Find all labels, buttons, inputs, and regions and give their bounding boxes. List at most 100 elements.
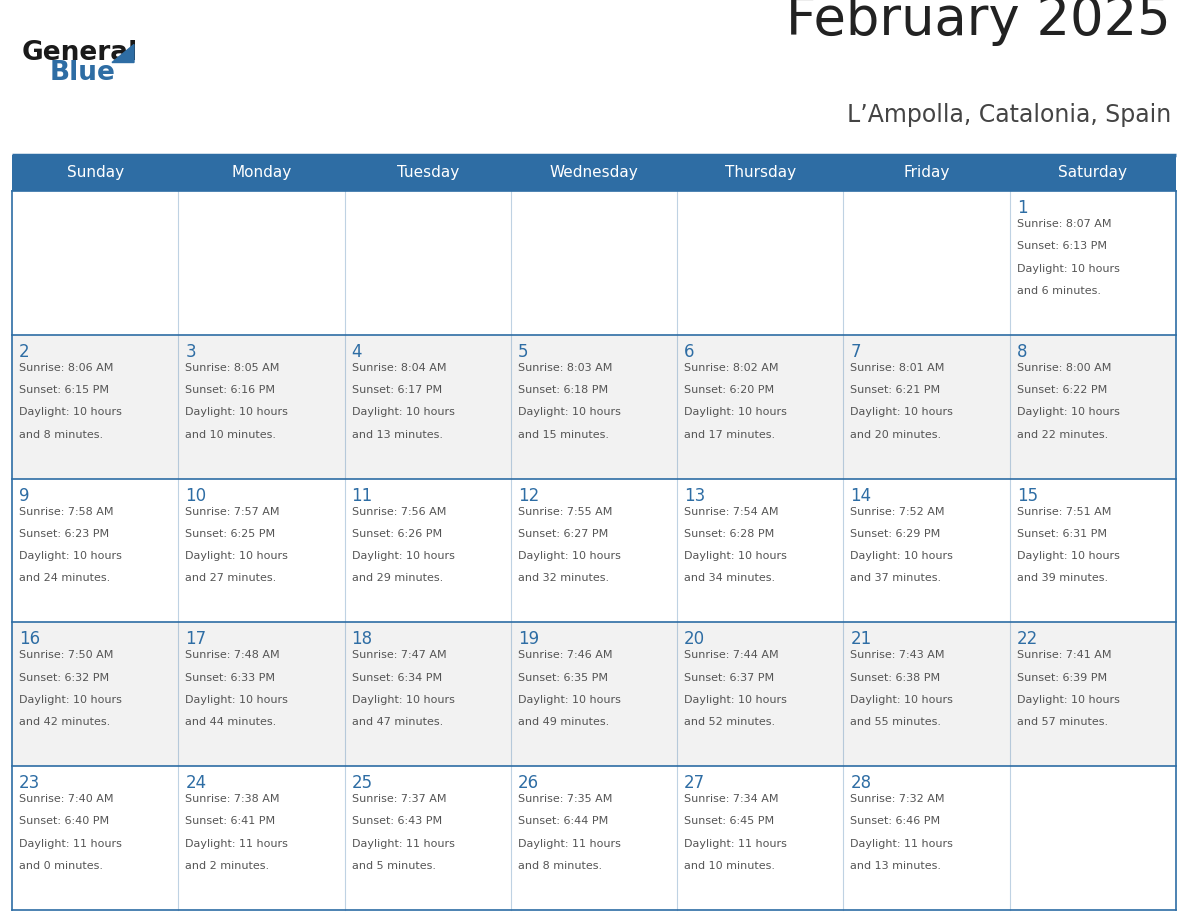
Text: Sunrise: 7:37 AM: Sunrise: 7:37 AM (352, 794, 446, 804)
Text: Sunrise: 7:34 AM: Sunrise: 7:34 AM (684, 794, 778, 804)
Text: Daylight: 10 hours: Daylight: 10 hours (518, 695, 621, 705)
Text: Sunset: 6:13 PM: Sunset: 6:13 PM (1017, 241, 1107, 252)
Text: Sunset: 6:17 PM: Sunset: 6:17 PM (352, 385, 442, 395)
Text: 18: 18 (352, 631, 373, 648)
Text: 8: 8 (1017, 342, 1028, 361)
Text: 24: 24 (185, 774, 207, 792)
Text: Sunrise: 8:04 AM: Sunrise: 8:04 AM (352, 363, 446, 373)
Text: Sunset: 6:44 PM: Sunset: 6:44 PM (518, 816, 608, 826)
Text: Daylight: 10 hours: Daylight: 10 hours (684, 695, 786, 705)
Text: Sunset: 6:15 PM: Sunset: 6:15 PM (19, 385, 109, 395)
Text: and 10 minutes.: and 10 minutes. (684, 861, 775, 871)
Bar (12, 622, 1176, 767)
Text: Sunset: 6:40 PM: Sunset: 6:40 PM (19, 816, 109, 826)
Text: 4: 4 (352, 342, 362, 361)
Text: Sunset: 6:20 PM: Sunset: 6:20 PM (684, 385, 775, 395)
Text: and 17 minutes.: and 17 minutes. (684, 430, 776, 440)
Text: and 57 minutes.: and 57 minutes. (1017, 717, 1108, 727)
Text: Sunrise: 7:38 AM: Sunrise: 7:38 AM (185, 794, 280, 804)
Text: Daylight: 11 hours: Daylight: 11 hours (518, 839, 621, 849)
Text: Sunrise: 8:06 AM: Sunrise: 8:06 AM (19, 363, 113, 373)
Text: Daylight: 10 hours: Daylight: 10 hours (851, 695, 953, 705)
Text: Sunset: 6:28 PM: Sunset: 6:28 PM (684, 529, 775, 539)
Text: and 49 minutes.: and 49 minutes. (518, 717, 609, 727)
Text: and 34 minutes.: and 34 minutes. (684, 574, 776, 584)
Bar (12, 191, 1176, 335)
Text: Wednesday: Wednesday (550, 165, 638, 181)
Text: Daylight: 11 hours: Daylight: 11 hours (851, 839, 953, 849)
Text: Sunrise: 7:54 AM: Sunrise: 7:54 AM (684, 507, 778, 517)
Text: and 37 minutes.: and 37 minutes. (851, 574, 942, 584)
Text: Sunset: 6:25 PM: Sunset: 6:25 PM (185, 529, 276, 539)
Text: and 29 minutes.: and 29 minutes. (352, 574, 443, 584)
Text: Daylight: 10 hours: Daylight: 10 hours (352, 551, 455, 561)
Text: and 44 minutes.: and 44 minutes. (185, 717, 277, 727)
Text: Sunset: 6:37 PM: Sunset: 6:37 PM (684, 673, 775, 683)
Text: Sunrise: 8:00 AM: Sunrise: 8:00 AM (1017, 363, 1111, 373)
Text: 27: 27 (684, 774, 706, 792)
Text: Daylight: 11 hours: Daylight: 11 hours (19, 839, 122, 849)
Bar (12, 155, 1176, 191)
Text: Sunrise: 7:43 AM: Sunrise: 7:43 AM (851, 650, 944, 660)
Text: Sunrise: 7:44 AM: Sunrise: 7:44 AM (684, 650, 779, 660)
Text: Daylight: 10 hours: Daylight: 10 hours (851, 408, 953, 418)
Text: 23: 23 (19, 774, 40, 792)
Text: 10: 10 (185, 487, 207, 505)
Text: Sunset: 6:31 PM: Sunset: 6:31 PM (1017, 529, 1107, 539)
Text: Sunset: 6:22 PM: Sunset: 6:22 PM (1017, 385, 1107, 395)
Text: and 42 minutes.: and 42 minutes. (19, 717, 110, 727)
Text: Sunset: 6:34 PM: Sunset: 6:34 PM (352, 673, 442, 683)
Text: 6: 6 (684, 342, 695, 361)
Text: Sunrise: 8:07 AM: Sunrise: 8:07 AM (1017, 219, 1111, 229)
Text: Sunrise: 7:50 AM: Sunrise: 7:50 AM (19, 650, 113, 660)
Text: Daylight: 10 hours: Daylight: 10 hours (352, 408, 455, 418)
Text: 2: 2 (19, 342, 30, 361)
Text: and 55 minutes.: and 55 minutes. (851, 717, 941, 727)
Text: Sunset: 6:43 PM: Sunset: 6:43 PM (352, 816, 442, 826)
Text: February 2025: February 2025 (786, 0, 1171, 47)
Text: Sunrise: 8:02 AM: Sunrise: 8:02 AM (684, 363, 778, 373)
Text: Daylight: 11 hours: Daylight: 11 hours (352, 839, 455, 849)
Text: Sunrise: 7:46 AM: Sunrise: 7:46 AM (518, 650, 612, 660)
Text: Daylight: 10 hours: Daylight: 10 hours (851, 551, 953, 561)
Text: Daylight: 10 hours: Daylight: 10 hours (185, 551, 289, 561)
Text: Sunrise: 7:40 AM: Sunrise: 7:40 AM (19, 794, 114, 804)
Text: Sunrise: 8:05 AM: Sunrise: 8:05 AM (185, 363, 279, 373)
Polygon shape (112, 44, 134, 62)
Text: Sunrise: 7:57 AM: Sunrise: 7:57 AM (185, 507, 280, 517)
Text: Sunrise: 7:35 AM: Sunrise: 7:35 AM (518, 794, 612, 804)
Text: and 6 minutes.: and 6 minutes. (1017, 285, 1101, 296)
Text: Daylight: 10 hours: Daylight: 10 hours (518, 408, 621, 418)
Text: Daylight: 10 hours: Daylight: 10 hours (1017, 263, 1119, 274)
Text: and 0 minutes.: and 0 minutes. (19, 861, 103, 871)
Text: Daylight: 10 hours: Daylight: 10 hours (518, 551, 621, 561)
Text: 22: 22 (1017, 631, 1038, 648)
Text: Sunset: 6:32 PM: Sunset: 6:32 PM (19, 673, 109, 683)
Text: Sunset: 6:27 PM: Sunset: 6:27 PM (518, 529, 608, 539)
Text: and 39 minutes.: and 39 minutes. (1017, 574, 1108, 584)
Text: Sunrise: 7:55 AM: Sunrise: 7:55 AM (518, 507, 612, 517)
Text: Sunrise: 7:56 AM: Sunrise: 7:56 AM (352, 507, 446, 517)
Text: Daylight: 10 hours: Daylight: 10 hours (19, 408, 122, 418)
Text: Sunset: 6:26 PM: Sunset: 6:26 PM (352, 529, 442, 539)
Bar (12, 767, 1176, 910)
Text: 20: 20 (684, 631, 706, 648)
Text: and 5 minutes.: and 5 minutes. (352, 861, 436, 871)
Text: 12: 12 (518, 487, 539, 505)
Text: 26: 26 (518, 774, 539, 792)
Text: Sunday: Sunday (67, 165, 124, 181)
Text: Tuesday: Tuesday (397, 165, 459, 181)
Text: Daylight: 10 hours: Daylight: 10 hours (19, 551, 122, 561)
Text: 25: 25 (352, 774, 373, 792)
Text: Sunset: 6:18 PM: Sunset: 6:18 PM (518, 385, 608, 395)
Text: Sunset: 6:33 PM: Sunset: 6:33 PM (185, 673, 276, 683)
Text: 15: 15 (1017, 487, 1038, 505)
Text: Blue: Blue (50, 60, 116, 85)
Text: 19: 19 (518, 631, 539, 648)
Bar (12, 335, 1176, 478)
Text: Sunrise: 7:32 AM: Sunrise: 7:32 AM (851, 794, 944, 804)
Text: Sunset: 6:41 PM: Sunset: 6:41 PM (185, 816, 276, 826)
Text: Daylight: 11 hours: Daylight: 11 hours (185, 839, 289, 849)
Text: and 2 minutes.: and 2 minutes. (185, 861, 270, 871)
Text: 5: 5 (518, 342, 529, 361)
